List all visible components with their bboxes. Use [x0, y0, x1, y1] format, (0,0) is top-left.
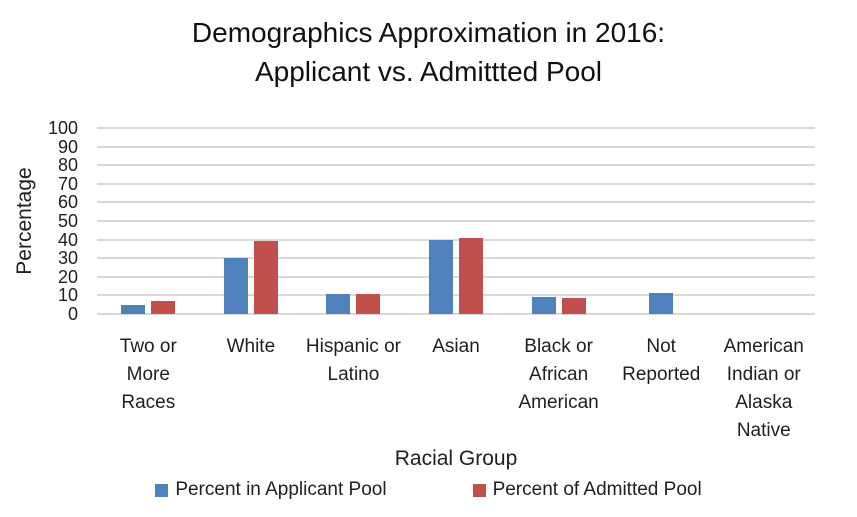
x-tick-label: Black or African American — [518, 336, 599, 413]
bar-group — [712, 128, 815, 314]
admitted-pool-bar — [459, 237, 484, 314]
gridline — [97, 257, 815, 260]
y-tick-labels: 0 10 20 30 40 50 60 70 80 90 100 — [30, 118, 78, 324]
y-tick-label: 10 — [57, 285, 78, 306]
applicant-pool-bar — [429, 239, 454, 314]
bar-group — [302, 128, 405, 314]
y-tick-label: 50 — [57, 211, 78, 231]
gridline — [97, 164, 815, 167]
applicant-pool-bar — [649, 292, 674, 314]
y-tick-label: 70 — [57, 173, 78, 194]
gridline — [97, 313, 815, 315]
y-tick-label: 40 — [57, 229, 78, 250]
gridline — [97, 145, 815, 148]
legend-item-applicant: Percent in Applicant Pool — [155, 479, 387, 501]
chart-title-line1: Demographics Approximation in 2016: — [191, 17, 666, 48]
y-tick-label: 0 — [67, 304, 78, 324]
plot-area — [97, 127, 815, 315]
admitted-pool-bar — [151, 300, 176, 314]
bar-groups — [97, 128, 815, 314]
y-tick-label: 60 — [57, 192, 78, 213]
bar-group — [97, 128, 200, 314]
x-tick-label: Asian — [432, 336, 480, 357]
applicant-pool-bar — [121, 304, 146, 314]
y-tick-label: 20 — [57, 266, 78, 287]
y-tick-label: 90 — [57, 136, 78, 157]
x-tick-label: Hispanic or Latino — [305, 336, 401, 385]
gridline — [97, 220, 815, 222]
bar-group — [405, 128, 508, 314]
applicant-pool-bar — [326, 294, 351, 314]
bar-group — [200, 128, 303, 314]
y-tick-label: 80 — [57, 155, 78, 176]
legend: Percent in Applicant Pool Percent of Admi… — [0, 479, 857, 501]
gridline — [97, 182, 815, 185]
legend-label: Percent of Admitted Pool — [492, 479, 702, 500]
admitted-pool-bar — [561, 298, 586, 314]
x-tick-label: Two or More Races — [119, 336, 177, 413]
x-tick-label: American Indian or Alaska Native — [723, 336, 804, 441]
x-axis-title: Racial Group — [394, 447, 518, 470]
legend-label: Percent in Applicant Pool — [175, 479, 387, 500]
admitted-pool-bar — [253, 241, 278, 314]
admitted-pool-bar — [356, 293, 381, 314]
x-tick-label: Not Reported — [622, 336, 701, 385]
applicant-pool-bar — [223, 258, 248, 314]
gridline — [97, 275, 815, 278]
y-tick-label: 100 — [47, 118, 78, 138]
legend-item-admitted: Percent of Admitted Pool — [472, 479, 702, 501]
x-tick-labels: Two or More Races White Hispanic or Latino… — [97, 333, 815, 445]
gridline — [97, 294, 815, 297]
gridline — [97, 201, 815, 204]
applicant-pool-bar — [531, 297, 556, 314]
chart-title-line2: Applicant vs. Admittted Pool — [254, 56, 603, 87]
gridline — [97, 127, 815, 129]
chart-title: Demographics Approximation in 2016: Appl… — [0, 13, 857, 91]
x-tick-label: White — [226, 336, 276, 357]
bar-group — [610, 128, 713, 314]
y-tick-label: 30 — [57, 248, 78, 269]
applicant-series-swatch — [155, 483, 169, 497]
gridline — [97, 238, 815, 241]
admitted-series-swatch — [472, 483, 486, 497]
bar-group — [507, 128, 610, 314]
